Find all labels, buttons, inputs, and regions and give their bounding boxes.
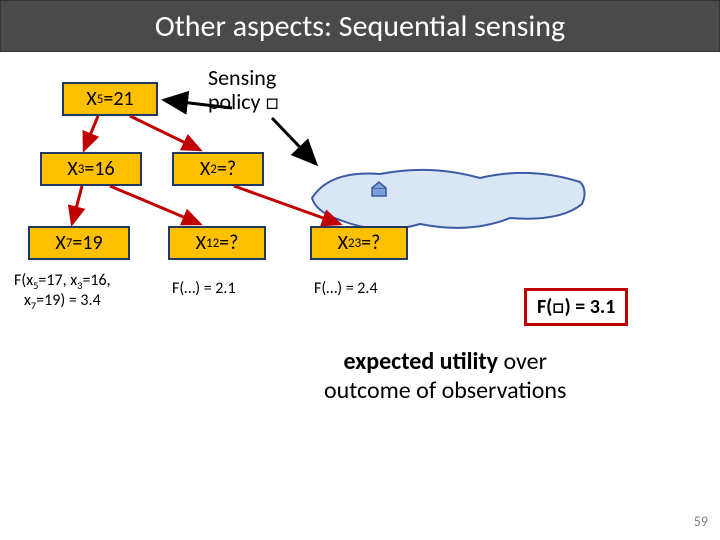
- f-result-box: F(□) = 3.1: [524, 288, 628, 326]
- node-x5: X5=21: [62, 82, 158, 116]
- node-x2: X2 =?: [172, 152, 264, 186]
- f-result-text: F(□) = 3.1: [537, 295, 615, 319]
- node-x23: X23 =?: [310, 226, 408, 260]
- f-label-3: F(…) = 2.4: [314, 280, 378, 298]
- f-label-1: F(x5=17, x3=16,x7=19) = 3.4: [14, 272, 111, 312]
- sensing-line1: Sensing: [208, 64, 276, 91]
- f-label-2: F(…) = 2.1: [172, 280, 236, 298]
- arrows-overlay: [0, 0, 720, 540]
- summary-line2: outcome of observations: [324, 376, 566, 405]
- node-x3: X3 =16: [40, 152, 142, 186]
- page-number: 59: [694, 513, 708, 530]
- node-x12: X12=?: [168, 226, 266, 260]
- sensing-policy-label: Sensing policy □: [208, 66, 279, 114]
- title-text: Other aspects: Sequential sensing: [155, 8, 565, 45]
- summary-strong: expected utility: [343, 347, 498, 376]
- summary-text: expected utility over outcome of observa…: [324, 348, 566, 406]
- sensing-line2: policy □: [208, 88, 279, 115]
- title-bar: Other aspects: Sequential sensing: [0, 0, 720, 52]
- node-x7: X7 =19: [28, 226, 130, 260]
- summary-rest: over: [498, 347, 547, 376]
